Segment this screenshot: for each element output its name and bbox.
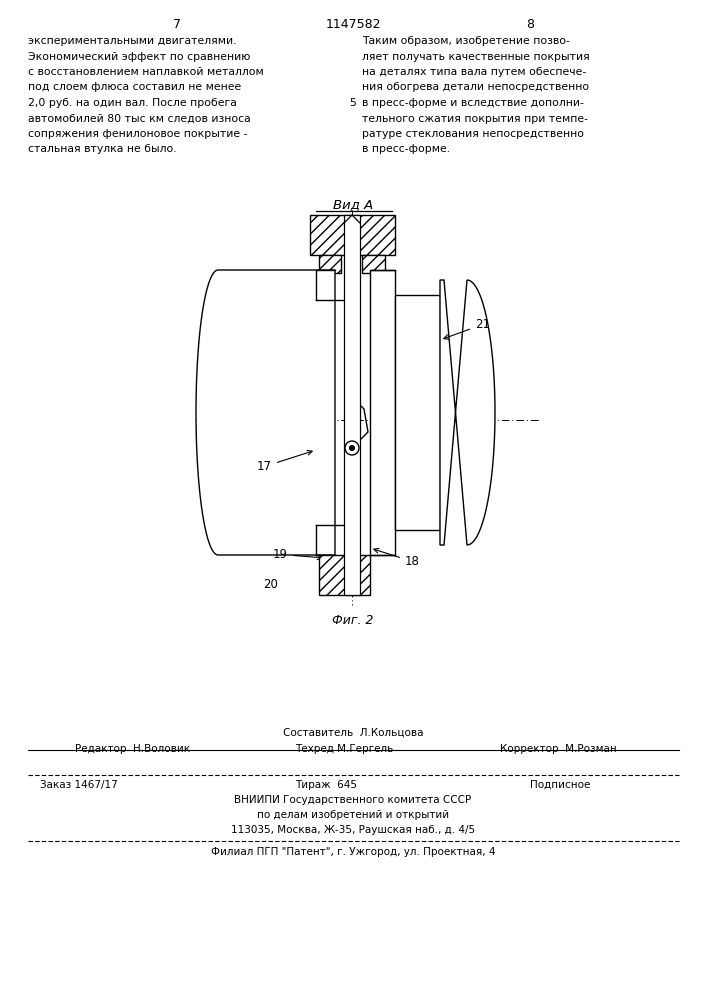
Text: стальная втулка не было.: стальная втулка не было. xyxy=(28,144,177,154)
Text: ратуре стеклования непосредственно: ратуре стеклования непосредственно xyxy=(362,129,584,139)
Text: Заказ 1467/17: Заказ 1467/17 xyxy=(40,780,118,790)
Text: 19: 19 xyxy=(273,548,322,561)
Bar xyxy=(319,555,370,595)
Text: Составитель  Л.Кольцова: Составитель Л.Кольцова xyxy=(283,728,423,738)
Text: 8: 8 xyxy=(526,18,534,31)
Text: 2,0 руб. на один вал. После пробега: 2,0 руб. на один вал. После пробега xyxy=(28,98,237,108)
Text: Филиал ПГП "Патент", г. Ужгород, ул. Проектная, 4: Филиал ПГП "Патент", г. Ужгород, ул. Про… xyxy=(211,847,495,857)
Circle shape xyxy=(349,446,354,450)
Text: Фиг. 2: Фиг. 2 xyxy=(332,614,374,627)
Text: на деталях типа вала путем обеспече-: на деталях типа вала путем обеспече- xyxy=(362,67,586,77)
Text: 7: 7 xyxy=(173,18,181,31)
Polygon shape xyxy=(440,280,495,545)
Text: Корректор  М.Розман: Корректор М.Розман xyxy=(500,744,617,754)
Text: 17: 17 xyxy=(257,450,312,473)
Text: Таким образом, изобретение позво-: Таким образом, изобретение позво- xyxy=(362,36,570,46)
Bar xyxy=(362,255,385,273)
Text: по делам изобретений и открытий: по делам изобретений и открытий xyxy=(257,810,449,820)
Text: ния обогрева детали непосредственно: ния обогрева детали непосредственно xyxy=(362,83,589,93)
Text: 1147582: 1147582 xyxy=(325,18,381,31)
Text: ВНИИПИ Государственного комитета СССР: ВНИИПИ Государственного комитета СССР xyxy=(235,795,472,805)
Bar xyxy=(310,215,395,255)
Text: 21: 21 xyxy=(444,318,490,339)
Text: в пресс-форме и вследствие дополни-: в пресс-форме и вследствие дополни- xyxy=(362,98,584,108)
Polygon shape xyxy=(196,270,335,555)
Bar xyxy=(344,215,360,595)
Text: с восстановлением наплавкой металлом: с восстановлением наплавкой металлом xyxy=(28,67,264,77)
Circle shape xyxy=(345,441,359,455)
Text: 20: 20 xyxy=(263,578,278,591)
Text: Экономический эффект по сравнению: Экономический эффект по сравнению xyxy=(28,51,250,62)
Text: экспериментальными двигателями.: экспериментальными двигателями. xyxy=(28,36,237,46)
Text: Редактор  Н.Воловик: Редактор Н.Воловик xyxy=(75,744,190,754)
Text: Тираж  645: Тираж 645 xyxy=(295,780,357,790)
Text: в пресс-форме.: в пресс-форме. xyxy=(362,144,450,154)
Bar xyxy=(319,255,341,273)
Text: сопряжения фенилоновое покрытие -: сопряжения фенилоновое покрытие - xyxy=(28,129,247,139)
Text: под слоем флюса составил не менее: под слоем флюса составил не менее xyxy=(28,83,241,93)
Text: Техред М.Гергель: Техред М.Гергель xyxy=(295,744,393,754)
Text: ляет получать качественные покрытия: ляет получать качественные покрытия xyxy=(362,51,590,62)
Bar xyxy=(370,270,395,555)
Bar xyxy=(395,295,440,530)
Text: 18: 18 xyxy=(374,548,420,568)
Text: автомобилей 80 тыс км следов износа: автомобилей 80 тыс км следов износа xyxy=(28,113,251,123)
Text: 113035, Москва, Ж-35, Раушская наб., д. 4/5: 113035, Москва, Ж-35, Раушская наб., д. … xyxy=(231,825,475,835)
Text: Вид А: Вид А xyxy=(333,198,373,211)
Text: 5: 5 xyxy=(349,98,356,108)
Text: Подписное: Подписное xyxy=(530,780,590,790)
Text: тельного сжатия покрытия при темпе-: тельного сжатия покрытия при темпе- xyxy=(362,113,588,123)
